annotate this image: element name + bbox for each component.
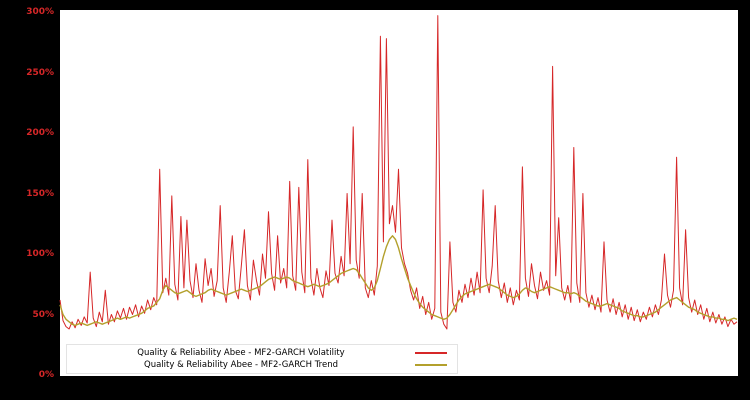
y-tick-label: 50% [32, 309, 54, 320]
legend-item-trend: Quality & Reliability Abee - MF2-GARCH T… [67, 359, 457, 371]
legend-line-trend-icon [415, 364, 447, 366]
y-tick-label: 250% [26, 67, 54, 78]
series-line-volatility [59, 15, 738, 330]
legend-line-volatility-icon [415, 352, 447, 354]
series-line-trend [59, 235, 738, 327]
y-tick-label: 150% [26, 188, 54, 199]
y-tick-label: 300% [26, 7, 54, 17]
legend-item-volatility: Quality & Reliability Abee - MF2-GARCH V… [67, 347, 457, 359]
y-axis: 0% 50% 100% 150% 200% 250% 300% [0, 0, 54, 400]
y-tick-label: 200% [26, 128, 54, 138]
y-tick-label: 100% [26, 249, 54, 259]
legend: Quality & Reliability Abee - MF2-GARCH V… [66, 344, 458, 374]
legend-label-trend: Quality & Reliability Abee - MF2-GARCH T… [144, 360, 338, 370]
y-tick-label: 0% [38, 370, 54, 380]
legend-label-volatility: Quality & Reliability Abee - MF2-GARCH V… [137, 348, 345, 358]
